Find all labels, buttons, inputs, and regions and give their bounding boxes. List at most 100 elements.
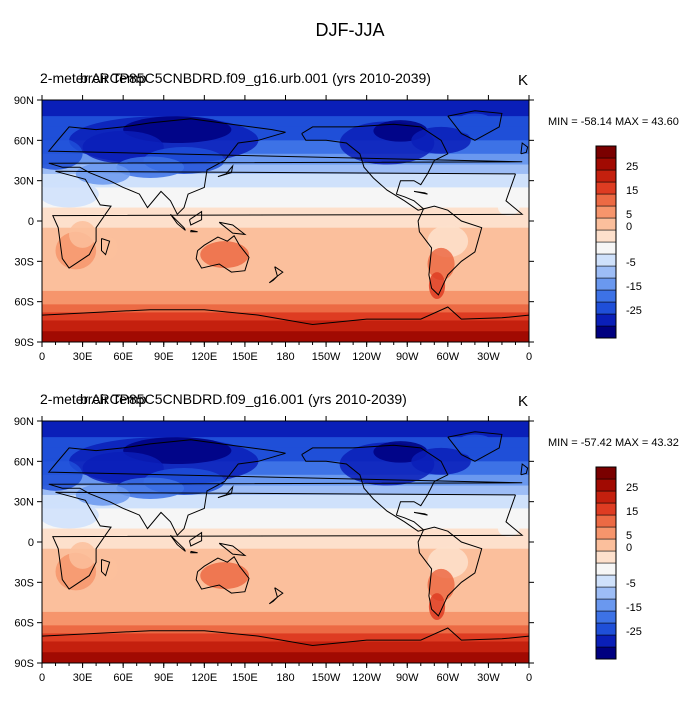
colorbar-swatch	[595, 610, 617, 624]
map-field	[42, 100, 529, 342]
x-tick-label: 30W	[477, 351, 500, 363]
temperature-band	[42, 304, 529, 313]
colorbar-label: -15	[626, 602, 642, 614]
colorbar-label: -5	[626, 578, 636, 590]
colorbar-swatch	[595, 622, 617, 636]
temperature-band	[42, 485, 529, 496]
coastline	[217, 164, 234, 178]
figure-title: DJF-JJA	[315, 20, 385, 40]
temperature-band	[42, 508, 529, 530]
coastline	[52, 170, 524, 269]
coastline	[413, 190, 428, 195]
coastline	[447, 110, 503, 141]
temperature-anomaly	[42, 137, 83, 170]
colorbar-swatch	[595, 241, 617, 255]
colorbar-label: 5	[626, 209, 632, 221]
colorbar-swatch	[595, 205, 617, 219]
temperature-anomaly	[101, 237, 118, 259]
x-tick-label: 90W	[396, 672, 419, 684]
temperature-anomaly	[75, 163, 130, 185]
coastline	[274, 266, 284, 277]
temperature-band	[42, 207, 529, 229]
colorbar-swatch	[595, 145, 617, 159]
x-tick-label: 60E	[113, 351, 133, 363]
temperature-band	[42, 187, 529, 209]
colorbar-label: 25	[626, 161, 638, 173]
colorbar-label: 15	[626, 506, 638, 518]
y-tick-label: 30N	[14, 176, 34, 188]
y-tick-label: 60S	[14, 618, 34, 630]
temperature-band	[42, 494, 529, 509]
coastline	[47, 118, 523, 216]
temperature-anomaly	[101, 558, 118, 580]
coastline	[417, 526, 483, 617]
x-tick-label: 30E	[73, 351, 93, 363]
temperature-band	[42, 633, 529, 642]
colorbar-label: 0	[626, 542, 632, 554]
x-tick-label: 30E	[73, 672, 93, 684]
x-tick-label: 120W	[352, 672, 381, 684]
coastline	[217, 485, 234, 499]
y-tick-label: 0	[28, 537, 34, 549]
panel-2-min-max: MIN = -57.42 MAX = 43.32	[548, 437, 679, 449]
y-tick-label: 60S	[14, 297, 34, 309]
temperature-anomaly	[42, 501, 99, 529]
colorbar-swatch	[595, 478, 617, 492]
x-tick-label: 150W	[312, 351, 341, 363]
temperature-anomaly	[427, 247, 455, 281]
y-tick-label: 30N	[14, 497, 34, 509]
temperature-anomaly	[69, 542, 97, 569]
x-tick-label: 0	[39, 672, 45, 684]
temperature-band	[42, 437, 529, 449]
temperature-band	[42, 261, 529, 292]
coastline	[417, 205, 483, 296]
temperature-anomaly	[200, 562, 249, 590]
coastline	[101, 559, 111, 577]
map-field	[42, 421, 529, 663]
temperature-band	[42, 153, 529, 166]
temperature-band	[42, 100, 529, 117]
coastline	[301, 123, 449, 211]
y-tick-label: 90N	[14, 95, 34, 107]
panel-1-case-title: brcRCP85C5CNBDRD.f09_g16.urb.001 (yrs 20…	[80, 70, 431, 86]
panel-2-units: K	[518, 393, 529, 410]
temperature-band	[42, 331, 529, 342]
coastline	[189, 210, 203, 226]
x-tick-label: 60W	[437, 351, 460, 363]
temperature-band	[42, 320, 529, 332]
colorbar-frame	[595, 145, 617, 339]
y-tick-label: 60N	[14, 456, 34, 468]
colorbar-label: -5	[626, 257, 636, 269]
panel-1-variable-title: 2-meter Air Temp	[40, 70, 147, 86]
colorbar-swatch	[595, 289, 617, 303]
temperature-anomaly	[42, 458, 83, 491]
colorbar-swatch	[595, 277, 617, 291]
panel-2-variable-title: 2-meter Air Temp	[40, 391, 147, 407]
temperature-anomaly	[497, 199, 520, 216]
temperature-band	[42, 652, 529, 663]
colorbar-frame	[595, 466, 617, 660]
y-tick-label: 90S	[14, 337, 34, 349]
y-tick-label: 60N	[14, 135, 34, 147]
x-tick-label: 0	[526, 351, 532, 363]
x-tick-label: 120E	[191, 672, 217, 684]
colorbar-swatch	[595, 229, 617, 243]
coastline	[47, 439, 523, 537]
temperature-anomaly	[454, 113, 496, 135]
colorbar-swatch	[595, 502, 617, 516]
temperature-anomaly	[497, 520, 520, 537]
x-tick-label: 180	[276, 672, 294, 684]
temperature-band	[42, 611, 529, 626]
coastline	[170, 534, 186, 552]
temperature-band	[42, 625, 529, 634]
coastline	[218, 221, 247, 236]
temperature-band	[42, 582, 529, 613]
temperature-anomaly	[82, 130, 164, 164]
x-tick-label: 90W	[396, 351, 419, 363]
temperature-band	[42, 164, 529, 175]
colorbar-swatch	[595, 586, 617, 600]
coastline	[190, 229, 198, 233]
temperature-anomaly	[454, 434, 496, 456]
coastline	[190, 550, 198, 554]
y-tick-label: 90N	[14, 416, 34, 428]
